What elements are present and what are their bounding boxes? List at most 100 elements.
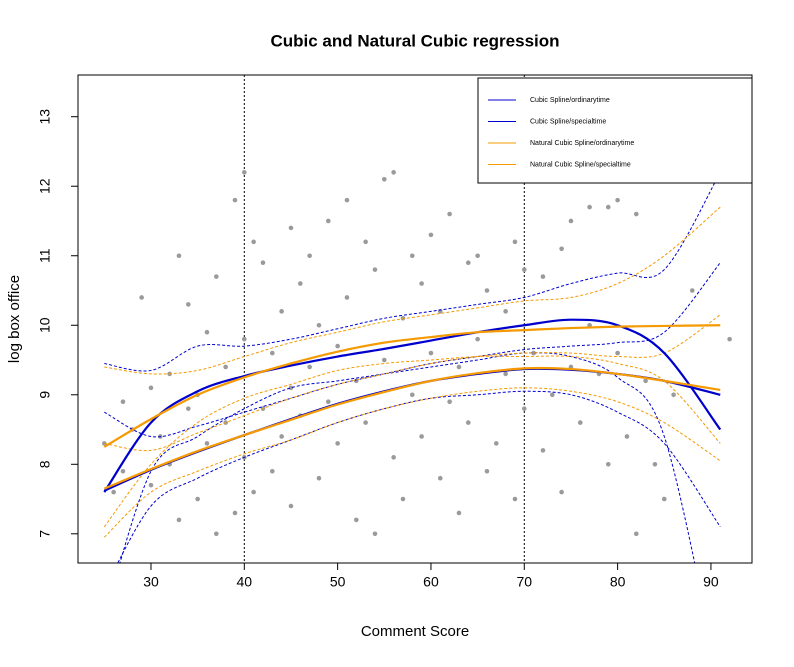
data-point (307, 253, 312, 259)
data-point (503, 371, 508, 377)
data-point (316, 322, 322, 328)
data-point (521, 267, 527, 272)
data-point (251, 239, 256, 245)
data-point (428, 232, 434, 238)
x-axis-label: Comment Score (361, 623, 469, 640)
confidence-band-upper (104, 262, 721, 438)
data-point (605, 461, 611, 467)
chart-title: Cubic and Natural Cubic regression (270, 31, 559, 50)
data-point (512, 239, 518, 245)
data-point (540, 274, 546, 279)
legend-label: Cubic Spline/ordinarytime (530, 97, 610, 104)
data-point (633, 211, 639, 217)
data-point (475, 253, 480, 259)
data-point (549, 392, 555, 398)
data-point (689, 288, 695, 293)
data-point (344, 295, 350, 300)
data-point (288, 225, 294, 231)
data-point (242, 336, 247, 342)
data-point (559, 246, 564, 252)
legend-box (477, 77, 753, 184)
confidence-band-upper (104, 172, 721, 372)
data-point (587, 204, 592, 210)
data-point (326, 218, 331, 224)
data-point (148, 385, 154, 391)
y-tick-label: 7 (37, 530, 53, 538)
confidence-band-lower (103, 355, 721, 528)
data-point (447, 211, 452, 217)
data-point (615, 197, 620, 203)
data-point (363, 239, 368, 245)
data-point (652, 461, 658, 467)
data-point (279, 309, 284, 314)
plot-frame (77, 74, 753, 564)
x-tick-label: 50 (330, 574, 346, 590)
data-point (232, 510, 238, 516)
confidence-band-lower (119, 352, 696, 563)
x-tick-label: 40 (237, 574, 253, 590)
data-point (148, 482, 154, 488)
data-point (288, 385, 294, 391)
data-point (120, 399, 126, 405)
data-point (456, 364, 462, 370)
data-point (465, 260, 471, 265)
data-point (577, 420, 583, 425)
legend: Cubic Spline/ordinarytime Cubic Spline/sp… (477, 77, 753, 184)
data-point (270, 468, 275, 474)
data-point (559, 489, 564, 495)
data-point (643, 378, 648, 384)
data-point (531, 350, 536, 356)
y-axis-label: log box office (6, 275, 23, 363)
data-point (437, 475, 443, 481)
data-point (363, 420, 368, 425)
data-point (176, 253, 182, 259)
data-point (419, 281, 424, 286)
confidence-band-upper (104, 314, 721, 452)
data-point (624, 434, 630, 439)
data-point (111, 489, 116, 495)
data-point (326, 399, 331, 405)
data-point (381, 176, 387, 182)
legend-label: Natural Cubic Spline/specialtime (530, 161, 631, 168)
y-tick-label: 10 (37, 317, 53, 333)
y-tick-label: 12 (37, 178, 53, 194)
data-point (335, 441, 340, 446)
y-tick-label: 8 (37, 460, 53, 468)
axes: 30 40 50 60 70 80 90 7 8 9 10 11 12 13 (37, 109, 719, 590)
data-point (242, 170, 247, 175)
x-tick-label: 80 (610, 574, 626, 590)
data-point (353, 517, 359, 523)
data-point (204, 441, 210, 446)
data-point (195, 496, 200, 502)
data-point (120, 468, 126, 474)
data-point (400, 496, 406, 502)
legend-label: Cubic Spline/specialtime (530, 118, 606, 125)
x-tick-label: 60 (423, 574, 439, 590)
data-point (232, 197, 238, 203)
data-point (214, 274, 219, 279)
fit-line (103, 318, 722, 493)
data-point (409, 253, 415, 259)
data-point (727, 336, 732, 342)
y-tick-label: 9 (37, 391, 53, 399)
data-point (316, 475, 322, 481)
data-point (288, 503, 294, 509)
data-point (428, 350, 434, 356)
data-point (372, 531, 378, 537)
data-point (270, 350, 275, 356)
data-point (447, 399, 452, 405)
data-point (223, 364, 228, 370)
data-point (214, 531, 219, 537)
data-point (512, 496, 518, 502)
data-point (298, 281, 303, 286)
data-point (503, 309, 508, 314)
data-point (279, 434, 284, 439)
data-point (475, 336, 480, 342)
data-point (409, 392, 415, 398)
data-point (671, 392, 676, 398)
fit-line (103, 366, 721, 490)
data-point (540, 448, 546, 453)
data-point (260, 260, 266, 265)
data-point (186, 406, 191, 411)
